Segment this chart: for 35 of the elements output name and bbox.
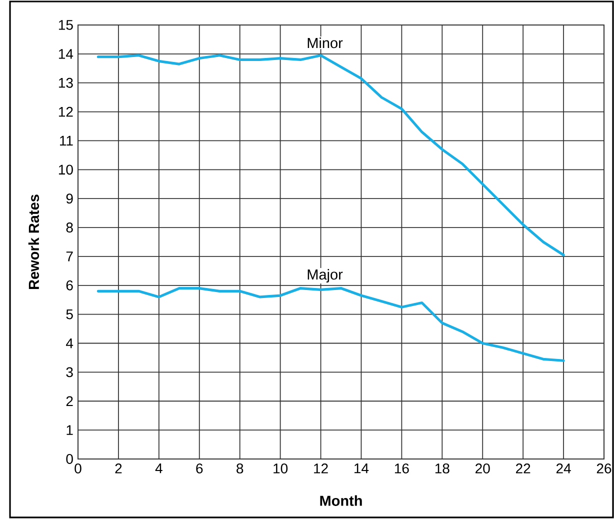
y-tick-label: 8 [66, 222, 73, 232]
x-tick-label: 14 [354, 464, 369, 474]
x-tick-label: 20 [476, 464, 490, 474]
x-tick-label: 8 [236, 464, 244, 474]
x-tick-label: 16 [394, 464, 409, 474]
y-tick-label: 5 [66, 309, 73, 320]
series-label: Major [308, 269, 343, 283]
y-tick-label: 3 [66, 367, 73, 378]
y-tick-label: 15 [58, 20, 73, 30]
x-tick-label: 2 [115, 464, 122, 474]
x-tick-label: 6 [196, 464, 203, 474]
x-tick-label: 12 [314, 464, 328, 474]
y-tick-label: 7 [66, 252, 73, 262]
y-tick-label: 0 [66, 454, 73, 464]
series-label: Minor [308, 38, 343, 48]
y-tick-label: 12 [58, 106, 73, 117]
y-tick-label: 14 [58, 49, 74, 59]
x-axis-title: Month [320, 495, 362, 506]
y-axis-title: Rework Rates [28, 194, 40, 289]
y-tick-label: 1 [66, 425, 73, 435]
y-tick-label: 9 [66, 194, 73, 204]
x-tick-label: 10 [274, 464, 288, 474]
y-tick-label: 11 [60, 136, 73, 146]
y-tick-label: 2 [66, 396, 73, 406]
y-tick-label: 6 [66, 280, 73, 290]
x-tick-label: 24 [556, 464, 571, 474]
x-tick-label: 18 [435, 464, 450, 474]
y-tick-label: 4 [66, 338, 74, 348]
x-tick-label: 0 [74, 464, 82, 474]
y-tick-label: 10 [58, 164, 73, 175]
x-tick-label: 22 [516, 464, 530, 474]
line-series [96, 54, 565, 256]
x-tick-label: 26 [596, 464, 612, 474]
y-tick-label: 13 [58, 78, 73, 88]
x-tick-label: 4 [155, 464, 162, 474]
